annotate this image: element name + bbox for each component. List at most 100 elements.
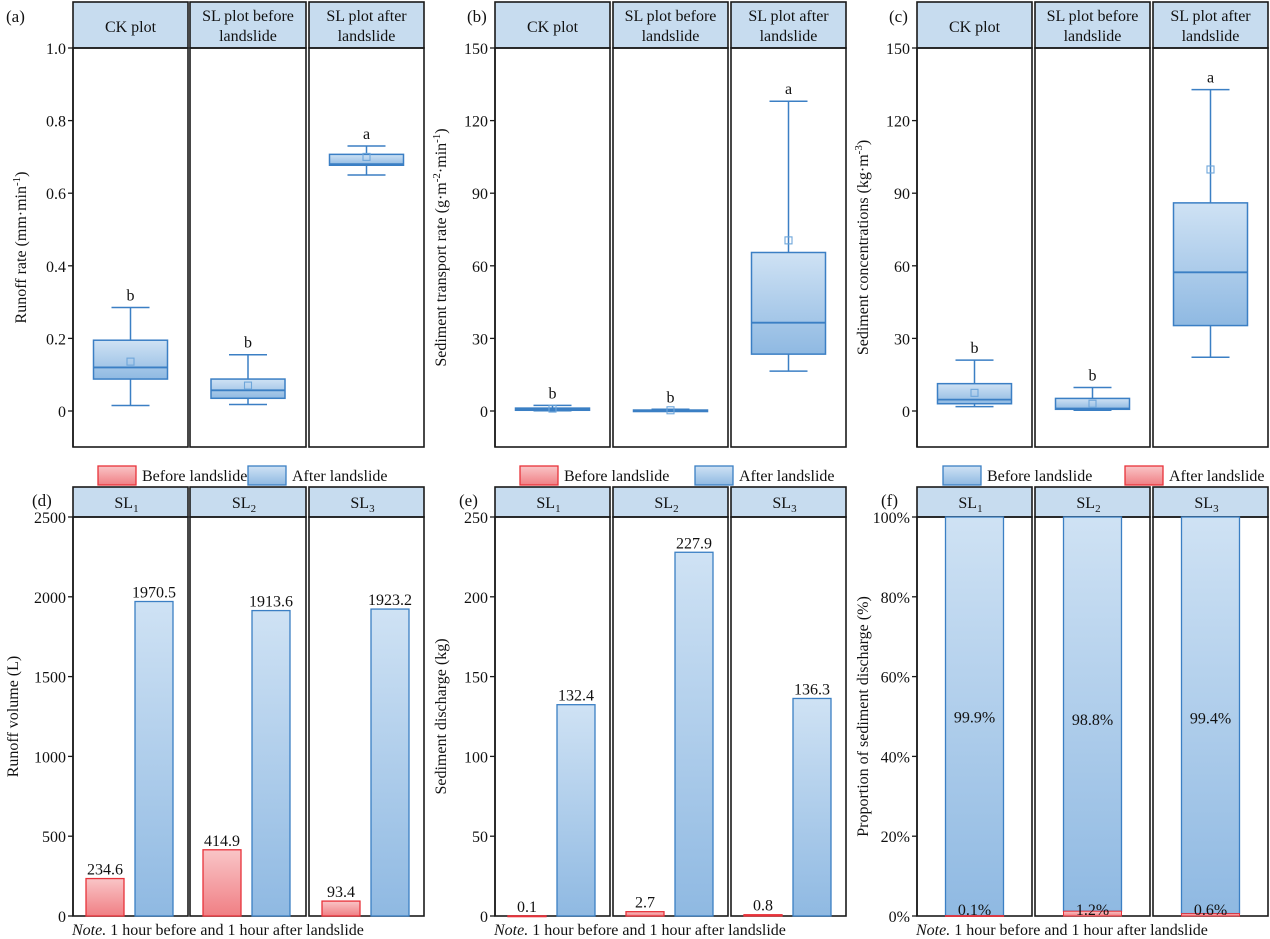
facet-title-base: SL [1194, 495, 1213, 512]
boxplot-2: b [210, 335, 286, 406]
facet-title: SL plot before [202, 8, 294, 25]
significance-letter: a [785, 81, 792, 98]
legend-swatch-blue [942, 465, 982, 486]
bar-group-3: 0.8 136.3 [743, 681, 832, 917]
facet-3: SL3 [730, 486, 847, 917]
facet-frame [1152, 47, 1269, 448]
facet-title: SL3 [350, 495, 375, 515]
y-tick-label: 0.4 [46, 259, 66, 276]
bar-value-label: 136.3 [794, 681, 830, 698]
facet-title: SL1 [958, 495, 982, 515]
panel-label: (b) [467, 7, 487, 26]
panel-label: (a) [6, 7, 25, 26]
mean-marker [126, 357, 135, 366]
facet-frame [612, 47, 729, 448]
significance-letter: b [667, 389, 675, 406]
facet-frame [730, 516, 847, 917]
y-axis-title-sup: -1 [11, 177, 23, 186]
y-tick-label: 0 [480, 909, 488, 926]
significance-letter: a [1207, 70, 1214, 87]
facet-title: CK plot [527, 19, 579, 36]
bar-after [556, 704, 596, 917]
legend-label: Before landslide [987, 468, 1092, 485]
y-tick-label: 0 [58, 404, 66, 421]
y-tick-label: 40% [881, 749, 910, 766]
boxplot-1: b [936, 340, 1013, 408]
bar-after [674, 551, 714, 917]
facet-title: landslide [642, 28, 700, 45]
facet-2: SL2 [612, 486, 729, 917]
bar-before [85, 877, 125, 917]
stacked-bar-3: 99.4% 0.6% [1180, 516, 1241, 919]
significance-letter: b [127, 288, 135, 305]
segment-label-large: 99.4% [1190, 711, 1231, 728]
box-iqr [92, 339, 169, 380]
facet-header [1034, 486, 1151, 518]
facet-frame [308, 516, 425, 917]
y-tick-label: 0.2 [46, 331, 66, 348]
facet-title: SL3 [772, 495, 797, 515]
bar-before [507, 915, 547, 918]
facet-title: SL plot after [1170, 8, 1251, 25]
bar-value-label: 2.7 [635, 895, 655, 912]
facet-header [612, 486, 729, 518]
y-tick-label: 250 [464, 510, 488, 527]
y-tick-label: 100% [873, 510, 910, 527]
facet-header [308, 486, 425, 518]
significance-letter: a [363, 126, 370, 143]
bar-value-label: 234.6 [87, 862, 123, 879]
facet-title: SL plot before [1047, 8, 1139, 25]
y-tick-label: 0 [58, 909, 66, 926]
facet-title-subscript: 1 [977, 503, 983, 515]
figure-note: Note. 1 hour before and 1 hour after lan… [493, 922, 786, 939]
legend-swatch-red [519, 465, 559, 486]
y-tick-label: 1500 [34, 670, 66, 687]
bar-before [202, 849, 242, 917]
facet-title-subscript: 1 [555, 503, 561, 515]
y-tick-label: 60 [472, 259, 488, 276]
y-tick-label: 30 [894, 331, 910, 348]
bar-value-label: 0.1 [517, 899, 537, 916]
bar-group-2: 414.9 1913.6 [202, 594, 293, 917]
facet-title: landslide [1064, 28, 1122, 45]
bar-group-1: 0.1 132.4 [507, 688, 596, 918]
significance-letter: b [971, 340, 979, 357]
facet-header [72, 1, 189, 49]
bar-segment-after [945, 915, 1004, 917]
panel-f: (f) SL1 SL2 SL30%20%40%60%80%100%Proportion… [855, 465, 1269, 939]
facet-2: SL plot before landslide [1034, 1, 1151, 448]
facet-title-subscript: 2 [251, 503, 257, 515]
legend: Before landslide After landslide [97, 465, 388, 486]
y-axis-title: Sediment transport rate (g·m-2·min-1) [431, 128, 450, 366]
mean-marker [548, 404, 557, 413]
y-tick-label: 120 [464, 114, 488, 131]
facet-2: SL plot before landslide [189, 1, 307, 448]
bar-value-label: 132.4 [558, 688, 594, 705]
bar-value-label: 227.9 [676, 535, 712, 552]
box-iqr [1172, 202, 1249, 327]
bar-value-label: 414.9 [204, 833, 240, 850]
facet-frame [730, 47, 847, 448]
bar-value-label: 1970.5 [132, 585, 176, 602]
y-tick-label: 150 [464, 41, 488, 58]
facet-3: SL plot after landslide [308, 1, 425, 448]
facet-title-subscript: 1 [133, 503, 139, 515]
segment-label-small: 1.2% [1076, 902, 1109, 919]
facet-title-base: SL [654, 495, 673, 512]
boxplot-3: a [750, 81, 827, 372]
panel-label: (e) [459, 491, 478, 510]
facet-title: SL1 [536, 495, 560, 515]
facet-header [189, 486, 307, 518]
mean-marker [970, 388, 979, 397]
facet-title-base: SL [350, 495, 369, 512]
y-tick-label: 60 [894, 259, 910, 276]
y-axis-title-sup: -1 [431, 134, 443, 143]
facet-title: SL3 [1194, 495, 1219, 515]
y-tick-label: 1000 [34, 749, 66, 766]
bar-segment-before [1180, 516, 1241, 915]
significance-letter: b [549, 385, 557, 402]
facet-title: SL plot after [748, 8, 829, 25]
bar-value-label: 1913.6 [249, 594, 293, 611]
y-axis-title-part: ) [433, 128, 450, 133]
